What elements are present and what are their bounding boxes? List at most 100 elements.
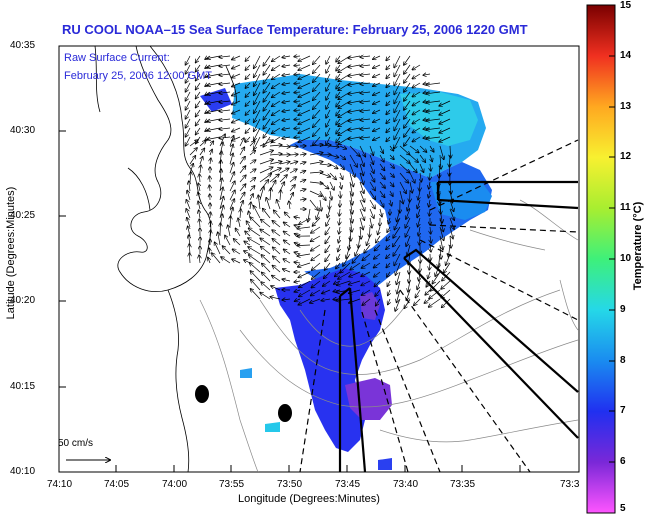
- current-vector: [379, 181, 385, 188]
- current-vector: [185, 73, 191, 83]
- current-vector: [358, 235, 360, 248]
- scale-label: 50 cm/s: [58, 438, 94, 449]
- current-vector: [424, 298, 431, 303]
- current-vector: [185, 64, 191, 74]
- current-vector: [270, 297, 281, 299]
- current-vector: [338, 235, 340, 243]
- current-vector: [232, 73, 241, 78]
- current-vector: [348, 137, 361, 139]
- current-vector: [435, 262, 441, 276]
- current-vector: [282, 83, 291, 85]
- current-vector: [348, 83, 361, 85]
- current-vector: [449, 226, 453, 239]
- current-vector: [360, 137, 371, 138]
- current-vector: [282, 101, 291, 103]
- current-vector: [376, 235, 381, 243]
- current-vector: [282, 119, 291, 121]
- current-vector: [313, 118, 321, 127]
- current-vector: [294, 110, 301, 111]
- current-vector: [373, 91, 381, 95]
- station-marker: [278, 404, 292, 422]
- current-vector: [336, 136, 341, 143]
- current-vector: [395, 298, 401, 311]
- current-vector: [393, 235, 401, 247]
- current-vector: [259, 150, 273, 156]
- current-vector: [412, 64, 421, 70]
- current-vector: [219, 187, 223, 201]
- current-vector: [245, 231, 251, 237]
- current-vector: [418, 190, 420, 200]
- current-vector: [369, 145, 373, 155]
- current-vector: [338, 244, 340, 252]
- current-vector: [388, 298, 390, 305]
- current-vector: [348, 101, 361, 103]
- current-vector: [232, 127, 241, 132]
- current-vector: [390, 199, 392, 206]
- current-vector: [185, 55, 191, 65]
- current-vector: [340, 172, 343, 179]
- current-vector: [336, 91, 341, 98]
- current-vector: [254, 136, 261, 149]
- current-vector: [386, 73, 391, 79]
- current-vector: [282, 299, 291, 300]
- current-vector: [360, 101, 371, 102]
- current-vector: [228, 225, 230, 237]
- current-vector: [397, 280, 401, 294]
- current-vector: [378, 226, 380, 235]
- current-vector: [250, 271, 261, 282]
- current-vector: [329, 163, 338, 169]
- current-vector: [299, 280, 311, 287]
- current-vector: [311, 280, 321, 288]
- current-vector: [348, 110, 361, 112]
- current-vector: [289, 185, 295, 192]
- current-vector: [263, 91, 271, 102]
- current-vector: [232, 249, 241, 255]
- current-vector: [362, 253, 371, 260]
- current-vector: [333, 299, 341, 300]
- current-vector: [429, 298, 441, 307]
- current-vector: [439, 127, 451, 133]
- current-vector: [219, 56, 231, 57]
- current-vector: [185, 127, 191, 137]
- current-vector: [269, 154, 282, 155]
- current-vector: [325, 262, 331, 270]
- current-vector: [406, 289, 411, 300]
- current-vector: [409, 154, 418, 162]
- current-vector: [325, 226, 331, 235]
- current-vector: [250, 289, 261, 300]
- current-vector: [426, 137, 441, 139]
- current-vector: [221, 257, 231, 264]
- current-vector: [380, 208, 382, 217]
- current-vector: [319, 190, 326, 200]
- current-vector: [316, 208, 321, 219]
- current-vector: [298, 55, 311, 61]
- current-vector: [349, 199, 352, 214]
- legend-line-1: Raw Surface Current:: [64, 52, 170, 64]
- current-vector: [404, 136, 411, 146]
- current-vector: [185, 118, 191, 128]
- current-vector: [439, 217, 443, 232]
- current-vector: [439, 118, 451, 124]
- current-vector: [207, 55, 221, 59]
- current-vector: [298, 100, 311, 106]
- current-vector: [312, 271, 321, 279]
- colorbar-ticks: [609, 4, 615, 463]
- current-vector: [249, 186, 255, 192]
- current-vector: [199, 148, 205, 156]
- current-vector: [269, 145, 282, 146]
- colorbar-tick-label: 13: [620, 101, 632, 112]
- current-vector: [348, 119, 361, 121]
- current-vector: [207, 109, 221, 113]
- current-vector: [313, 136, 321, 145]
- current-vector: [439, 145, 444, 160]
- current-vector: [189, 253, 190, 264]
- current-vector: [207, 73, 221, 77]
- current-vector: [439, 109, 451, 115]
- current-vector: [283, 269, 291, 273]
- current-vector: [359, 217, 363, 230]
- current-vector: [386, 235, 391, 241]
- current-vector: [312, 217, 321, 226]
- current-vector: [309, 162, 323, 165]
- current-vector: [389, 145, 394, 151]
